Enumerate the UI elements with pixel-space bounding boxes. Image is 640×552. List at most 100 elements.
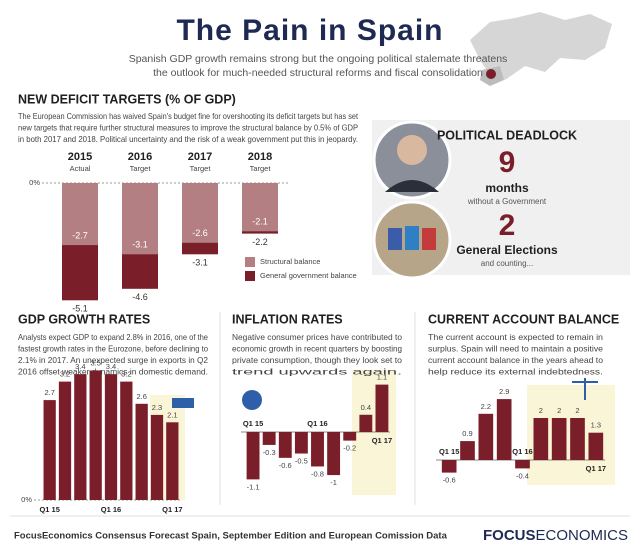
section-title: NEW DEFICIT TARGETS (% OF GDP): [18, 92, 236, 106]
bar: [278, 432, 292, 458]
brand-bold: FOCUS: [483, 527, 536, 544]
elections-label: General Elections: [456, 243, 558, 257]
value-label: -0.6: [279, 461, 292, 470]
value-label: -0.2: [343, 444, 356, 453]
bar: [242, 183, 278, 232]
section-title: INFLATION RATES: [232, 312, 343, 326]
bar: [104, 374, 118, 500]
x-tick-label: 2018: [248, 151, 272, 163]
legend-swatch: [245, 271, 255, 281]
value-label: 0.9: [462, 429, 472, 438]
location-pin: [486, 69, 496, 79]
poster: [422, 228, 436, 250]
section-description: The current account is expected to remai…: [428, 332, 603, 342]
x-tick-label: Q1 17: [162, 505, 182, 514]
value-label: -1: [330, 478, 337, 487]
bar: [588, 432, 604, 460]
section-description: Analysts expect GDP to expand 2.8% in 20…: [18, 332, 208, 342]
x-tick-label: Q1 17: [372, 436, 392, 445]
bar: [570, 418, 585, 460]
section-description: economic growth in recent quarters by bo…: [232, 344, 402, 354]
section-description: new targets that require further structu…: [18, 123, 358, 133]
x-tick-note: Target: [130, 164, 152, 173]
value-label: 3.4: [75, 362, 85, 371]
bar: [311, 432, 324, 467]
x-tick-label: Q1 15: [439, 447, 459, 456]
brand-rest: ECONOMICS: [535, 527, 628, 544]
section-description: in both 2017 and 2018. Political uncerta…: [18, 134, 358, 144]
x-tick-label: Q1 17: [586, 464, 606, 473]
value-label: 2.2: [481, 402, 491, 411]
x-tick-label: Q1 16: [512, 447, 532, 456]
value-label: 1.3: [591, 421, 601, 430]
bar: [135, 403, 148, 500]
x-tick-label: Q1 16: [101, 505, 121, 514]
value-label: -2.7: [72, 230, 88, 240]
x-tick-label: 2017: [188, 151, 212, 163]
bar: [62, 183, 98, 246]
value-label: -0.8: [311, 469, 324, 478]
bar: [533, 418, 549, 460]
poster: [388, 228, 402, 250]
source: FocusEconomics Consensus Forecast Spain,…: [14, 531, 448, 542]
brand: FOCUSECONOMICS: [483, 527, 628, 544]
bar: [478, 413, 494, 460]
bar: [359, 414, 373, 432]
value-label: 3.5: [90, 358, 100, 367]
months-note: without a Government: [467, 197, 547, 206]
value-label: -5.1: [72, 304, 88, 314]
value-label: 3.2: [60, 370, 70, 379]
x-tick-label: Q1 15: [39, 505, 59, 514]
value-label: 3.4: [106, 362, 116, 371]
value-label: -1.1: [247, 482, 260, 491]
months-label: months: [485, 181, 529, 195]
value-label: -3.1: [192, 258, 208, 268]
bar: [150, 414, 164, 500]
value-label: 0.4: [361, 403, 371, 412]
bar: [551, 418, 567, 460]
value-label: -0.6: [443, 476, 456, 485]
bar: [166, 422, 179, 500]
value-label: -0.5: [295, 457, 308, 466]
value-label: 2.6: [136, 392, 146, 401]
section-description: Negative consumer prices have contribute…: [232, 332, 402, 342]
section-description: current account balance in the years ahe…: [428, 355, 603, 365]
bar: [58, 381, 72, 500]
bar: [246, 432, 260, 480]
x-tick-label: Q1 16: [307, 419, 327, 428]
x-tick-label: Q1 15: [243, 419, 263, 428]
photo-suit: [385, 180, 439, 192]
x-tick-note: Target: [250, 164, 272, 173]
bar: [460, 441, 475, 460]
bar: [343, 432, 357, 441]
value-label: 3.2: [121, 370, 131, 379]
value-label: 2: [575, 406, 579, 415]
value-label: -2.2: [252, 237, 268, 247]
value-label: 2: [557, 406, 561, 415]
value-label: 2.7: [44, 388, 54, 397]
money-icon: [172, 398, 194, 408]
main-title: The Pain in Spain: [176, 14, 443, 47]
value-label: -2.1: [252, 217, 268, 227]
elections-note: and counting...: [481, 259, 533, 268]
bar: [262, 432, 276, 445]
subtitle: the outlook for much-needed structural r…: [153, 67, 483, 79]
y-tick-label: 0%: [29, 178, 40, 187]
political-title: POLITICAL DEADLOCK: [437, 128, 577, 142]
bar: [89, 370, 102, 500]
section-title: GDP GROWTH RATES: [18, 312, 150, 326]
bar: [122, 183, 158, 255]
bar: [74, 374, 87, 500]
poster: [405, 226, 419, 250]
bar: [375, 384, 389, 432]
bar: [120, 381, 133, 500]
elections-number: 2: [499, 209, 516, 242]
x-tick-label: 2015: [68, 151, 92, 163]
x-tick-label: 2016: [128, 151, 152, 163]
section-description: surplus. Spain will need to maintain a p…: [428, 344, 603, 354]
value-label: -0.4: [516, 471, 529, 480]
months-number: 9: [499, 146, 516, 179]
y-tick-label: 0%: [21, 495, 32, 504]
bar: [496, 399, 512, 460]
